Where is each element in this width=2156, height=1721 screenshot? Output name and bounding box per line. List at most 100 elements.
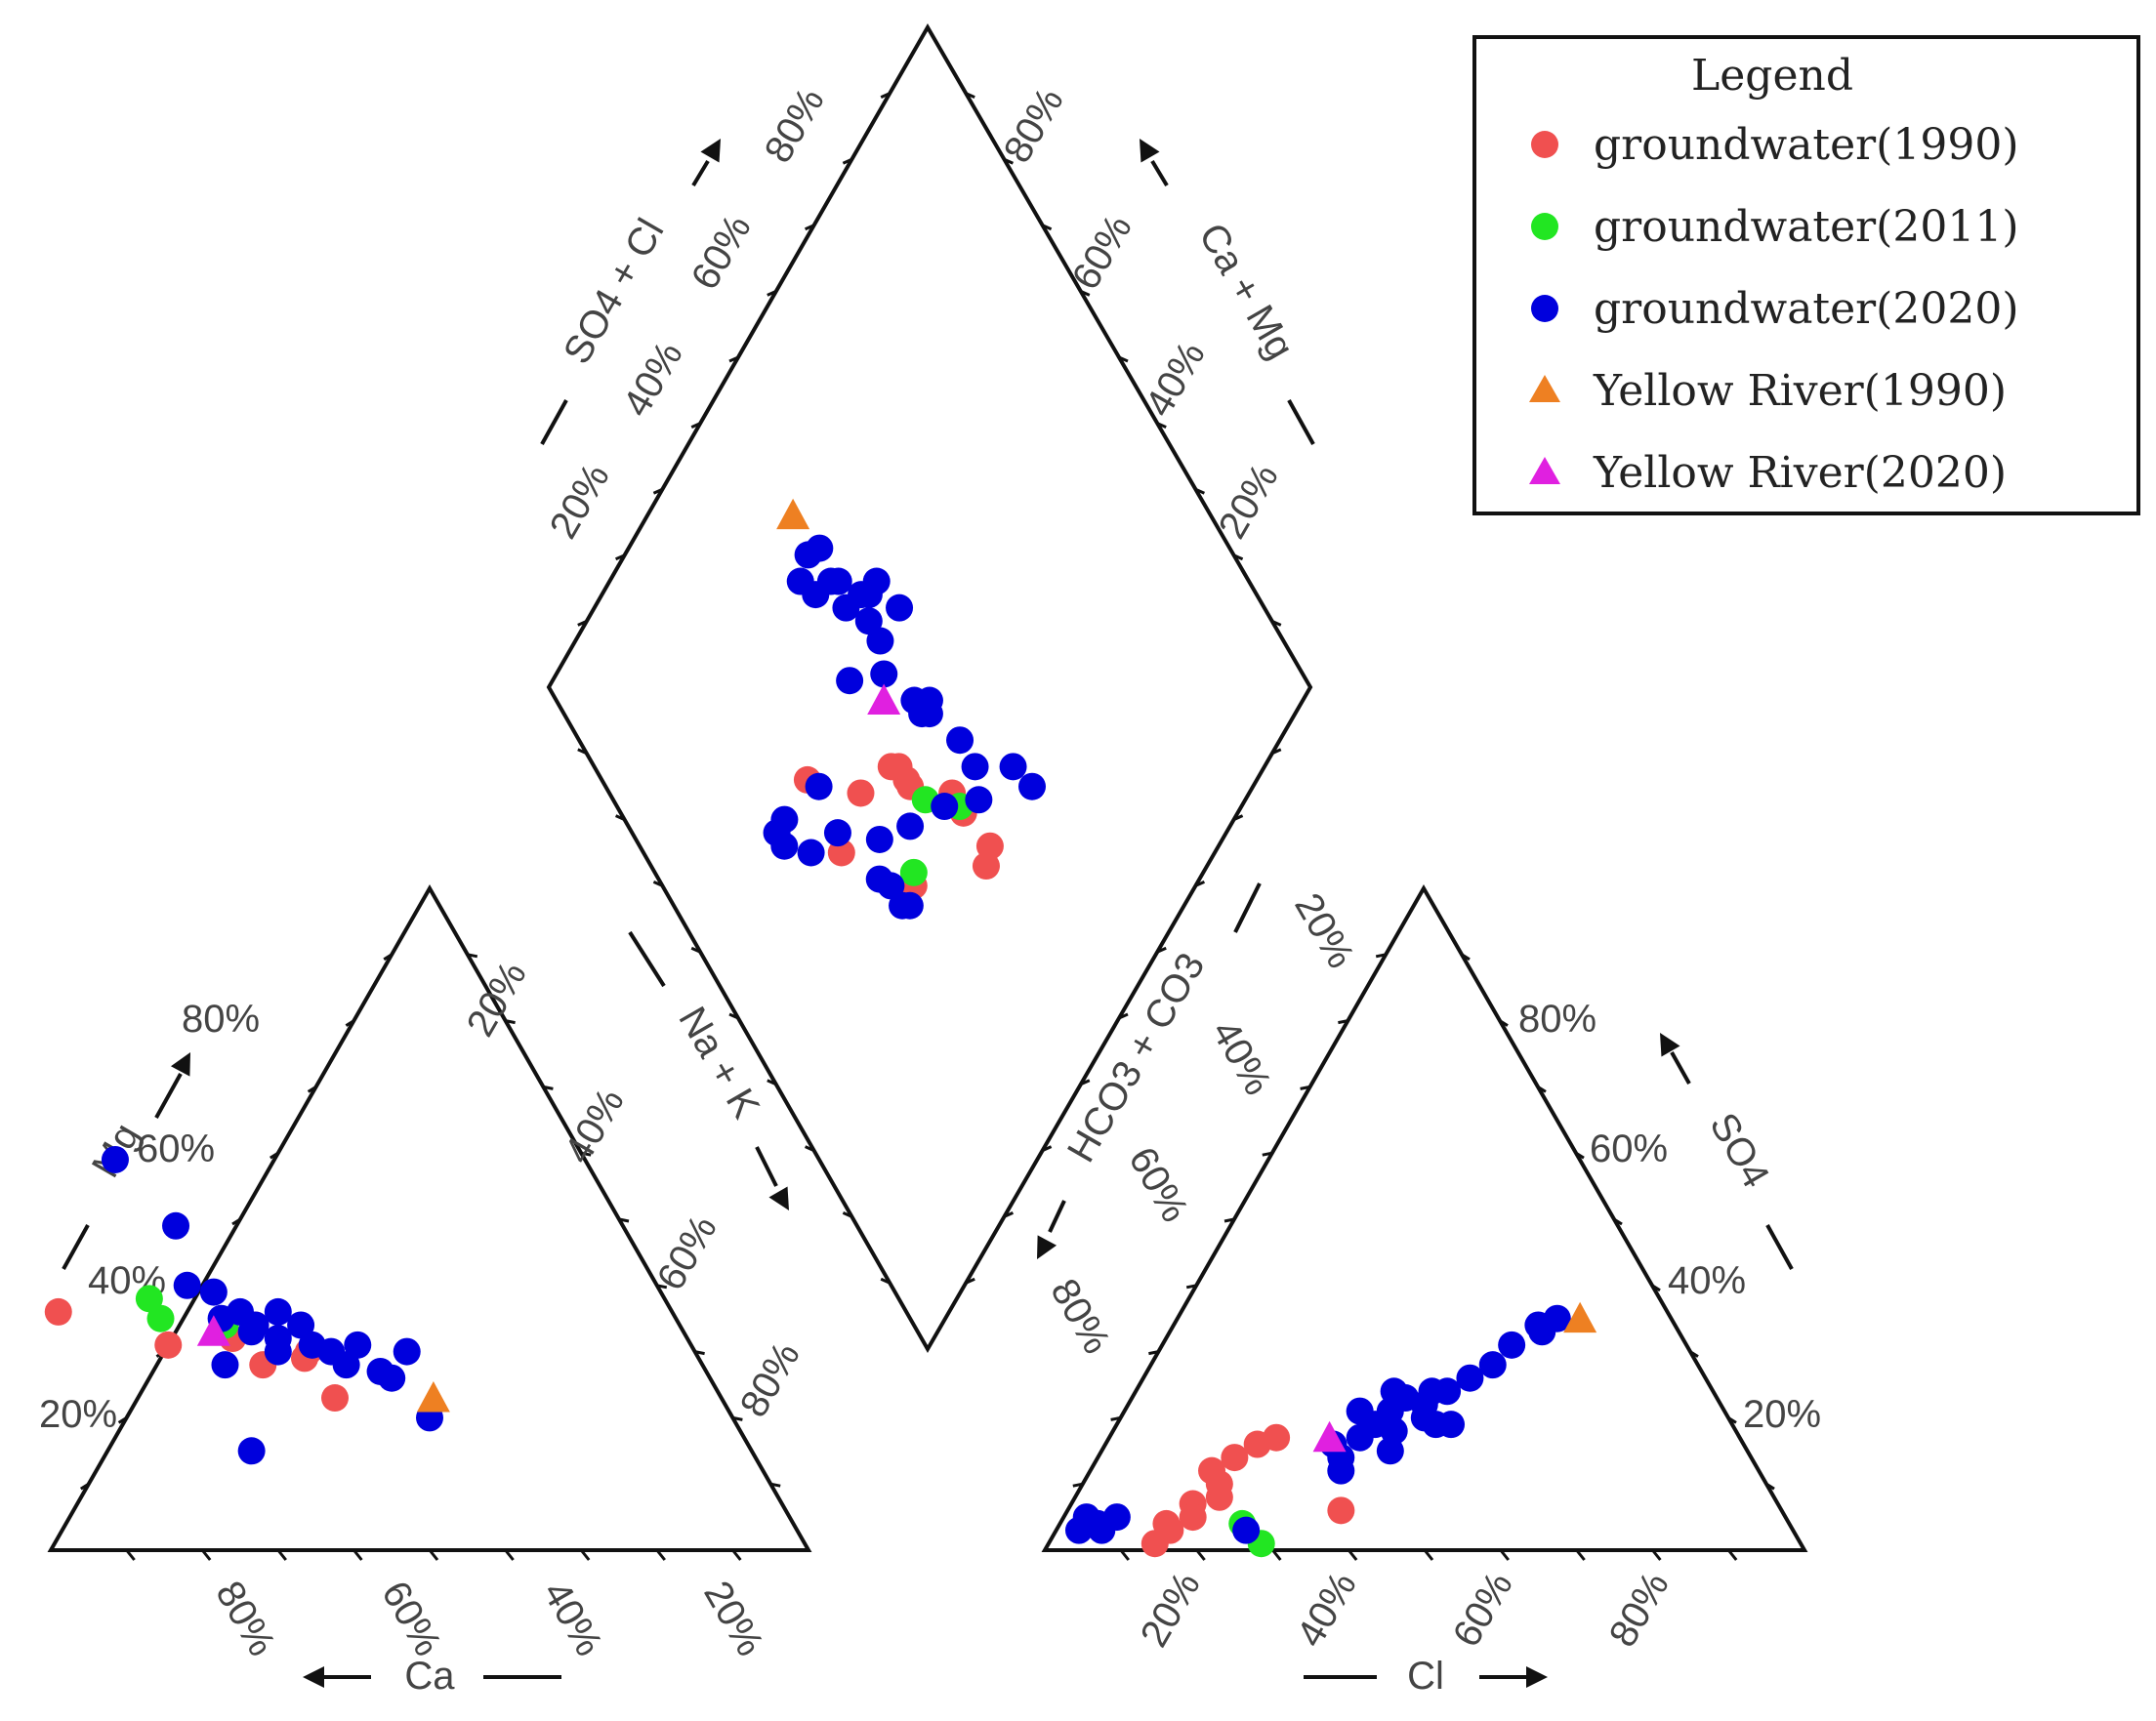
diamond-upper-left-tick <box>842 157 853 165</box>
cation-right-tick <box>769 1482 781 1488</box>
anion-point-groundwater-1990 <box>1263 1423 1291 1452</box>
anion-point-groundwater-1990 <box>1327 1496 1355 1525</box>
diamond-lower-left-tick <box>880 1277 891 1285</box>
diamond-point-groundwater-2020 <box>965 786 993 814</box>
anion-bottom-tick <box>1195 1549 1206 1561</box>
data-points <box>44 498 1597 1558</box>
cation-left-tick <box>231 1217 241 1226</box>
ca-tick-label: 60% <box>373 1575 449 1663</box>
cl-arrowhead <box>1526 1666 1548 1688</box>
diamond-upper-right-tick <box>1194 487 1206 495</box>
cation-left-tick <box>383 953 393 962</box>
diamond-so4cl-tick-label: 40% <box>615 335 691 424</box>
anion-point-groundwater-2020 <box>1437 1411 1466 1439</box>
diamond-point-groundwater-2020 <box>946 726 974 755</box>
diamond-point-groundwater-2020 <box>823 819 851 847</box>
cation-bottom-tick <box>201 1549 212 1561</box>
cation-bottom-tick <box>655 1549 666 1561</box>
diamond-point-groundwater-2020 <box>1018 772 1046 800</box>
anion-point-groundwater-2020 <box>1327 1456 1355 1485</box>
diamond-lower-left-tick <box>614 814 626 821</box>
diamond-so4cl-tick-label: 80% <box>757 81 833 170</box>
hco3-tick-label: 80% <box>1042 1272 1118 1361</box>
anion-right-tick <box>1689 1350 1699 1358</box>
diamond-lower-right-tick <box>1041 1145 1053 1152</box>
cation-bottom-tick <box>580 1549 591 1561</box>
hco3-dash-line <box>1233 882 1262 933</box>
cation-point-groundwater-2020 <box>173 1271 201 1299</box>
anion-point-groundwater-1990 <box>1179 1503 1207 1532</box>
diamond-lower-left-tick <box>652 881 664 887</box>
diamond-point-groundwater-2020 <box>886 594 914 622</box>
anion-left-tick <box>1072 1482 1084 1488</box>
legend-title: Legend <box>1691 51 1853 101</box>
anion-bottom-tick <box>1651 1549 1662 1561</box>
anion-left-tick <box>1110 1415 1121 1421</box>
diamond-lower-left-tick <box>842 1211 853 1218</box>
anion-point-yellow-river-1990 <box>1563 1301 1597 1333</box>
anion-point-groundwater-2020 <box>1102 1503 1131 1532</box>
anion-left-tick <box>1148 1350 1159 1356</box>
mg-dash-line <box>62 1224 90 1270</box>
diamond-point-yellow-river-1990 <box>776 498 810 530</box>
legend-marker-groundwater-2011 <box>1531 213 1558 240</box>
ca-axis-label: Ca <box>404 1655 455 1698</box>
cation-left-tick <box>270 1151 279 1160</box>
diamond-point-groundwater-2020 <box>836 667 864 695</box>
diamond-point-groundwater-2020 <box>786 567 814 595</box>
nak-tick-label: 60% <box>649 1209 726 1297</box>
ca-tick-label: 40% <box>534 1575 610 1663</box>
anion-left-tick <box>1262 1151 1273 1157</box>
anion-point-groundwater-2020 <box>1478 1351 1507 1379</box>
anion-bottom-tick <box>1423 1549 1434 1561</box>
diamond-lower-right-tick <box>1003 1211 1015 1218</box>
anion-left-tick <box>1375 953 1387 959</box>
diamond-lower-left-tick <box>728 1012 739 1020</box>
anion-right-tick <box>1537 1086 1547 1093</box>
diamond-point-groundwater-2020 <box>866 627 894 655</box>
diamond-upper-left-tick <box>767 290 777 297</box>
legend-label-yellow-river-1990: Yellow River(1990) <box>1593 366 2007 416</box>
diamond-upper-right-tick <box>1041 224 1053 231</box>
diamond-point-groundwater-2011 <box>899 858 928 886</box>
diamond-point-groundwater-2020 <box>870 660 898 688</box>
cation-bottom-tick <box>276 1549 287 1561</box>
cation-point-groundwater-2020 <box>287 1311 315 1339</box>
so4-dash-line <box>1765 1224 1794 1270</box>
diamond-lower-left-tick <box>577 748 588 756</box>
nak-arrowhead <box>768 1186 789 1210</box>
cation-point-groundwater-2020 <box>162 1211 190 1240</box>
diamond-lower-right-tick <box>965 1277 975 1285</box>
cation-left-tick <box>307 1086 317 1093</box>
diamond-point-groundwater-1990 <box>877 753 905 781</box>
nak-tick-label: 80% <box>732 1335 808 1424</box>
anion-left-tick <box>1185 1284 1197 1290</box>
nak-arrow-line <box>755 1146 778 1187</box>
cation-left-tick <box>117 1416 128 1424</box>
nak-dash-line <box>628 930 666 988</box>
so4-tick-label: 20% <box>1743 1393 1821 1436</box>
camg-axis-label: Ca + Mg <box>1190 217 1302 367</box>
cation-point-groundwater-2020 <box>344 1331 372 1359</box>
mg-tick-label: 20% <box>39 1393 117 1436</box>
cation-bottom-tick <box>125 1549 136 1561</box>
diamond-lower-right-tick <box>1194 881 1206 887</box>
diamond-point-groundwater-2020 <box>797 839 825 867</box>
camg-dash-line <box>1287 399 1315 445</box>
nak-tick-label: 20% <box>459 955 535 1044</box>
legend-label-groundwater-2020: groundwater(2020) <box>1594 284 2019 334</box>
cation-bottom-tick <box>731 1549 742 1561</box>
anion-point-yellow-river-2020 <box>1312 1420 1347 1453</box>
hco3-tick-label: 60% <box>1120 1140 1196 1229</box>
diamond-upper-right-tick <box>965 92 975 99</box>
anion-right-tick <box>1613 1217 1623 1226</box>
anion-point-groundwater-1990 <box>1205 1483 1233 1511</box>
anion-bottom-tick <box>1271 1549 1282 1561</box>
legend-marker-yellow-river-1990 <box>1529 375 1560 402</box>
anion-point-groundwater-2020 <box>1376 1437 1404 1465</box>
diamond-lower-right-tick <box>1118 1012 1129 1020</box>
diamond-point-groundwater-2020 <box>961 753 989 781</box>
cation-point-yellow-river-2020 <box>196 1315 230 1346</box>
diamond-point-groundwater-2020 <box>806 534 834 562</box>
anion-left-tick <box>1300 1085 1310 1090</box>
